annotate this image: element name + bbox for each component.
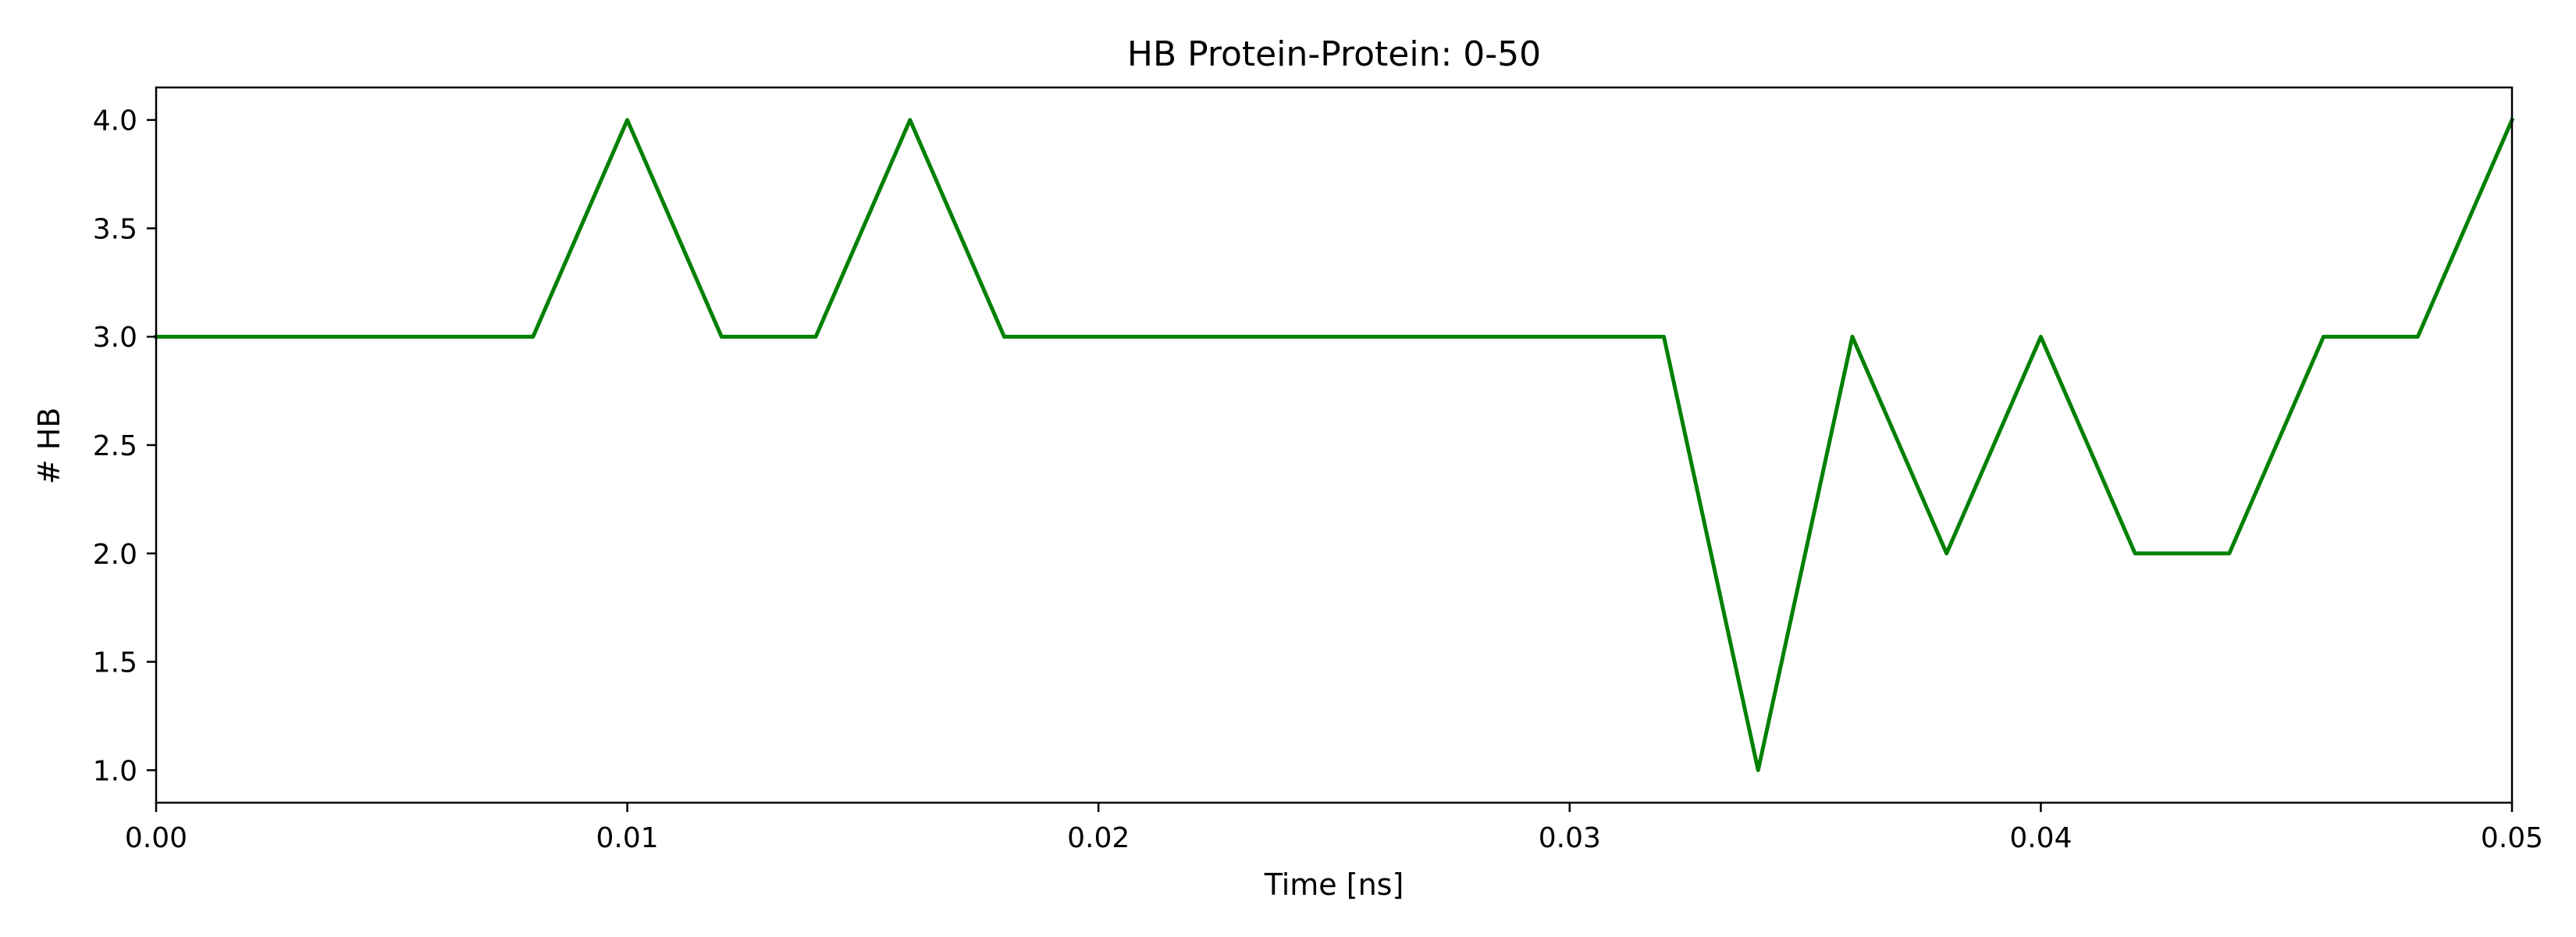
x-tick-label: 0.02 [1067,822,1130,854]
y-tick-label: 3.5 [93,213,137,245]
x-tick-label: 0.05 [2481,822,2543,854]
y-tick-label: 3.0 [93,322,137,354]
y-tick-label: 4.0 [93,105,137,137]
y-tick-label: 1.0 [93,755,137,787]
y-tick-label: 2.5 [93,430,137,462]
y-tick-label: 1.5 [93,647,137,679]
x-tick-label: 0.00 [125,822,187,854]
x-axis-label: Time [ns] [1264,868,1404,902]
y-axis-label: # HB [32,408,66,485]
x-tick-label: 0.04 [2009,822,2072,854]
x-tick-label: 0.01 [596,822,659,854]
series-line-0 [154,117,2515,772]
chart-title: HB Protein-Protein: 0-50 [1127,34,1541,74]
x-tick-label: 0.03 [1539,822,1601,854]
y-tick-label: 2.0 [93,539,137,571]
plot-area: 0.00 0.01 0.02 0.03 0.04 0.05 1.0 1.5 2.0 2.5 3.0 3… [93,86,2543,854]
